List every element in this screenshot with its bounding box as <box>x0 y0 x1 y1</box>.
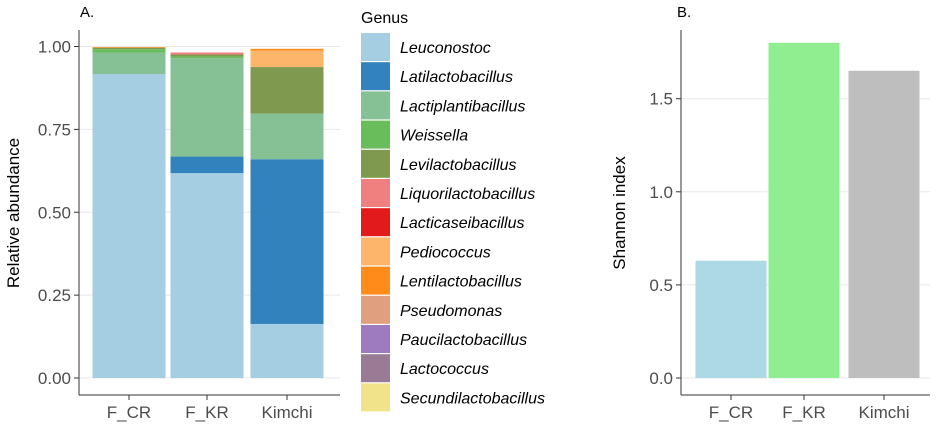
legend: Genus Leuconostoc Latilactobacillus Lactip… <box>361 10 545 412</box>
legend-swatch-pseudomonas <box>361 295 390 324</box>
panel-a-bars <box>92 47 324 379</box>
legend-label-pseudomonas: Pseudomonas <box>400 303 502 320</box>
legend-label-levilactobacillus: Levilactobacillus <box>400 157 517 174</box>
legend-label-leuconostoc: Leuconostoc <box>400 40 491 57</box>
panel-b-x-ticks: F_CR F_KR Kimchi <box>709 395 910 422</box>
panel-b-ylabel: Shannon index <box>610 156 629 270</box>
legend-swatch-latilactobacillus <box>361 62 390 91</box>
bar-segment-kimchi-pediococcus <box>250 50 324 68</box>
bar-segment-f-cr-lentilactobacillus <box>92 47 166 48</box>
panel-b-y-tick-label: 1.0 <box>649 183 673 202</box>
panel-a-y-tick-label: 0.25 <box>38 286 71 305</box>
legend-title: Genus <box>361 10 408 27</box>
bar-segment-kimchi-latilactobacillus <box>250 159 324 324</box>
panel-b-y-tick-label: 0.5 <box>649 276 673 295</box>
bar-segment-f-cr-levilactobacillus <box>92 47 166 50</box>
panel-b-bars <box>695 42 920 379</box>
bar-segment-f-cr-leuconostoc <box>92 74 166 379</box>
legend-swatch-lactococcus <box>361 354 390 383</box>
legend-swatch-weissella <box>361 120 390 149</box>
shannon-bar-f-cr <box>695 260 767 378</box>
legend-label-paucilactobacillus: Paucilactobacillus <box>400 332 527 349</box>
panel-a-y-tick-label: 0.00 <box>38 369 71 388</box>
legend-label-secundilactobacillus: Secundilactobacillus <box>400 390 545 407</box>
bar-segment-f-kr-leuconostoc <box>170 173 244 378</box>
panel-a-y-ticks: 0.00 0.25 0.50 0.75 1.00 <box>38 38 79 388</box>
panel-b-y-tick-label: 0.0 <box>649 369 673 388</box>
shannon-bar-f-kr <box>768 42 840 379</box>
panel-a-x-tick-label-kimchi: Kimchi <box>261 403 312 422</box>
legend-swatch-lactiplantibacillus <box>361 91 390 120</box>
bar-segment-f-kr-latilactobacillus <box>170 156 244 174</box>
bar-segment-f-kr-levilactobacillus <box>170 54 244 57</box>
legend-label-lactococcus: Lactococcus <box>400 361 489 378</box>
panel-a-y-tick-label: 0.75 <box>38 120 71 139</box>
panel-a-x-tick-label-f-cr: F_CR <box>107 403 151 422</box>
bar-segment-kimchi-lentilactobacillus <box>250 48 324 51</box>
bar-segment-kimchi-levilactobacillus <box>250 67 324 114</box>
legend-swatch-leuconostoc <box>361 33 390 61</box>
bar-segment-f-kr-weissella <box>170 56 244 59</box>
legend-items: Leuconostoc Latilactobacillus Lactiplantib… <box>361 33 545 412</box>
legend-swatch-levilactobacillus <box>361 149 390 178</box>
panel-a-label: A. <box>80 4 94 21</box>
legend-swatch-pediococcus <box>361 237 390 266</box>
panel-b-y-tick-label: 1.5 <box>649 90 673 109</box>
panel-a-x-tick-label-f-kr: F_KR <box>185 403 228 422</box>
panel-b-x-tick-label-kimchi: Kimchi <box>858 403 909 422</box>
panel-b-x-tick-label-f-kr: F_KR <box>782 403 825 422</box>
bar-segment-kimchi-lactiplantibacillus <box>250 113 324 160</box>
legend-swatch-lentilactobacillus <box>361 266 390 295</box>
legend-label-lactiplantibacillus: Lactiplantibacillus <box>400 98 525 115</box>
legend-swatch-secundilactobacillus <box>361 383 390 412</box>
panel-a: A. Relative abundance 0.00 0.25 0.50 0.75 1.… <box>4 4 340 422</box>
legend-label-liquorilactobacillus: Liquorilactobacillus <box>400 186 535 203</box>
bar-segment-kimchi-leuconostoc <box>250 323 324 378</box>
legend-swatch-lacticaseibacillus <box>361 208 390 237</box>
panel-a-y-tick-label: 1.00 <box>38 38 71 57</box>
legend-swatch-paucilactobacillus <box>361 325 390 353</box>
panel-b-label: B. <box>677 4 691 21</box>
bar-segment-f-cr-weissella <box>92 49 166 53</box>
legend-label-latilactobacillus: Latilactobacillus <box>400 69 513 86</box>
legend-label-pediococcus: Pediococcus <box>400 244 491 261</box>
legend-label-weissella: Weissella <box>400 128 468 145</box>
shannon-bar-kimchi <box>848 70 920 379</box>
legend-label-lentilactobacillus: Lentilactobacillus <box>400 274 522 291</box>
bar-segment-f-cr-lactiplantibacillus <box>92 52 166 75</box>
legend-swatch-liquorilactobacillus <box>361 179 390 207</box>
panel-b-y-ticks: 0.0 0.5 1.0 1.5 <box>649 90 681 388</box>
legend-label-lacticaseibacillus: Lacticaseibacillus <box>400 215 525 232</box>
panel-a-x-ticks: F_CR F_KR Kimchi <box>107 395 313 422</box>
panel-b: B. Shannon index 0.0 0.5 1.0 1.5 F_CR F_KR Ki… <box>610 4 930 422</box>
bar-segment-f-kr-liquorilactobacillus <box>170 52 244 55</box>
bar-segment-f-kr-lactiplantibacillus <box>170 58 244 157</box>
panel-a-y-tick-label: 0.50 <box>38 203 71 222</box>
panel-a-ylabel: Relative abundance <box>4 138 23 288</box>
panel-b-x-tick-label-f-cr: F_CR <box>709 403 753 422</box>
